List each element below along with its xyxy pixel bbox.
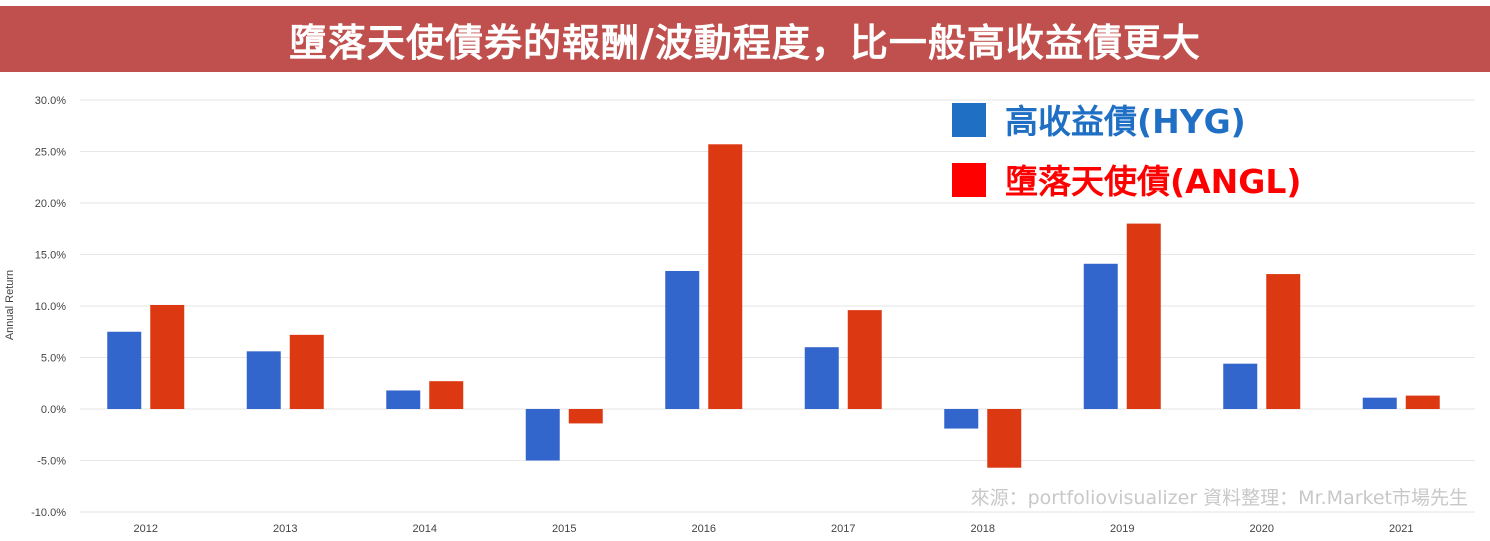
x-tick-label: 2021: [1389, 523, 1413, 535]
x-tick-label: 2018: [971, 523, 995, 535]
bar-hyg: [386, 390, 421, 409]
bar-angl: [568, 409, 603, 424]
bar-hyg: [1362, 397, 1397, 409]
y-tick-label: 0.0%: [41, 404, 66, 416]
legend-label: 高收益債(HYG): [1005, 102, 1246, 141]
bar-hyg: [804, 347, 839, 409]
x-tick-label: 2019: [1110, 523, 1134, 535]
x-tick-label: 2014: [413, 523, 437, 535]
bar-angl: [987, 409, 1022, 468]
x-tick-label: 2020: [1250, 523, 1274, 535]
y-tick-label: 5.0%: [41, 353, 66, 365]
y-tick-label: 20.0%: [35, 198, 66, 210]
title-banner: 墮落天使債券的報酬/波動程度，比一般高收益債更大: [0, 6, 1490, 72]
y-tick-label: -10.0%: [31, 507, 66, 519]
bar-angl: [289, 334, 324, 409]
x-tick-label: 2017: [831, 523, 855, 535]
x-tick-label: 2015: [552, 523, 576, 535]
bar-angl: [1405, 395, 1440, 409]
x-tick-label: 2012: [134, 523, 158, 535]
source-note: 來源：portfoliovisualizer 資料整理：Mr.Market市場先…: [970, 487, 1468, 509]
bar-hyg: [525, 409, 560, 461]
legend-swatch: [952, 103, 986, 137]
bar-hyg: [1083, 263, 1118, 409]
bar-angl: [1126, 223, 1161, 409]
bar-angl: [1266, 274, 1301, 409]
bar-hyg: [107, 331, 142, 409]
x-tick-label: 2016: [692, 523, 716, 535]
bar-hyg: [944, 409, 979, 429]
y-tick-label: -5.0%: [37, 456, 66, 468]
legend-swatch: [952, 163, 986, 197]
bar-hyg: [246, 351, 281, 409]
y-tick-label: 25.0%: [35, 147, 66, 159]
bar-angl: [708, 144, 743, 410]
bar-hyg: [1223, 363, 1258, 409]
bar-hyg: [665, 270, 700, 409]
banner-title: 墮落天使債券的報酬/波動程度，比一般高收益債更大: [289, 20, 1201, 65]
y-tick-label: 30.0%: [35, 95, 66, 107]
y-axis-label: Annual Return: [4, 270, 16, 340]
bar-angl: [429, 381, 464, 409]
bar-angl: [150, 304, 185, 409]
y-tick-label: 15.0%: [35, 250, 66, 262]
bar-angl: [847, 310, 882, 409]
legend-label: 墮落天使債(ANGL): [1005, 162, 1301, 201]
x-tick-label: 2013: [273, 523, 297, 535]
y-tick-label: 10.0%: [35, 301, 66, 313]
